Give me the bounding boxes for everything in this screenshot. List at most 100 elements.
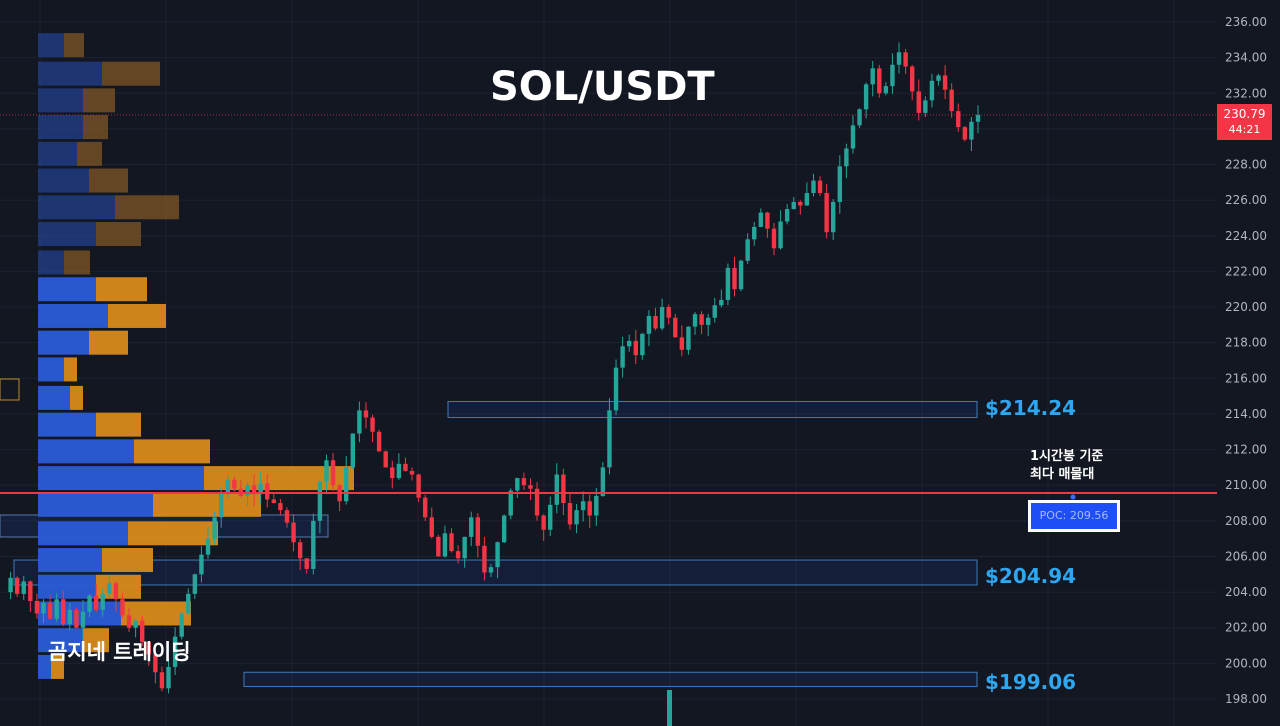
candle-body: [8, 577, 13, 593]
candle-body: [403, 463, 408, 471]
current-price: 230.79: [1223, 107, 1266, 121]
volume-profile-buy: [38, 385, 70, 410]
candle-body: [28, 581, 33, 602]
volume-profile-sell: [153, 492, 261, 517]
candle-body: [528, 485, 533, 489]
candle-body: [956, 111, 961, 128]
volume-profile-sell: [70, 385, 83, 410]
candle-body: [120, 599, 125, 616]
candle-body: [330, 460, 336, 486]
candle-body: [778, 221, 783, 249]
candle-body: [317, 481, 323, 521]
volume-profile-sell: [96, 277, 147, 302]
candle-body: [699, 314, 704, 325]
y-tick-label: 224.00: [1225, 229, 1267, 243]
volume-profile-buy: [38, 412, 96, 437]
y-tick-label: 210.00: [1225, 478, 1267, 492]
volume-profile-buy: [38, 115, 83, 140]
candle-body: [422, 497, 428, 518]
candle-body: [126, 615, 132, 628]
candle-body: [429, 517, 434, 537]
candle-body: [877, 68, 882, 94]
volume-profile-sell: [121, 601, 191, 626]
candle-body: [567, 503, 573, 525]
y-tick-label: 226.00: [1225, 193, 1267, 207]
y-tick-label: 220.00: [1225, 300, 1267, 314]
candle-body: [501, 515, 507, 543]
candle-body: [732, 267, 737, 290]
candle-body: [41, 602, 46, 614]
candle-body: [587, 501, 592, 516]
candle-body: [791, 201, 796, 210]
candle-body: [245, 485, 250, 496]
candle-body: [363, 410, 369, 418]
candle-body: [719, 299, 724, 306]
level-label-204: $204.94: [985, 564, 1077, 588]
candle-body: [199, 554, 204, 575]
volume-profile-sell: [83, 115, 108, 140]
volume-profile-sell: [96, 412, 141, 437]
candle-body: [942, 75, 948, 90]
candle-body: [975, 114, 981, 122]
candle-body: [212, 517, 217, 539]
candle-body: [436, 536, 441, 557]
volume-profile-buy: [38, 141, 77, 166]
y-tick-label: 232.00: [1225, 86, 1267, 100]
candle-body: [594, 495, 599, 516]
y-tick-label: 214.00: [1225, 407, 1267, 421]
volume-profile-sell: [96, 222, 141, 247]
volume-profile-buy: [38, 466, 204, 491]
candle-body: [752, 226, 757, 240]
volume-profile-buy: [38, 628, 83, 653]
candle-body: [74, 609, 79, 628]
candle-body: [297, 542, 303, 559]
candle-body: [607, 410, 612, 468]
candle-body: [107, 583, 112, 594]
candle-body: [113, 583, 119, 600]
candle-body: [863, 84, 869, 110]
candle-body: [218, 492, 224, 518]
volume-profile-sell: [83, 88, 115, 113]
current-price-tag: 230.79 44:21: [1217, 104, 1272, 140]
candle-body: [923, 100, 928, 113]
candle-body: [186, 593, 191, 614]
candle-body: [613, 367, 619, 411]
candle-body: [890, 64, 895, 87]
candle-body: [469, 517, 474, 537]
candle-body: [903, 52, 908, 67]
candle-body: [495, 542, 500, 568]
candle-body: [659, 307, 665, 329]
candle-body: [67, 609, 73, 625]
poc-annotation-line2: 최다 매물대: [1030, 467, 1095, 482]
candle-body: [100, 593, 105, 610]
candle-body: [600, 467, 606, 496]
candle-body: [929, 80, 935, 101]
candle-body: [725, 267, 731, 300]
candle-body: [61, 599, 66, 625]
candle-body: [21, 581, 26, 594]
y-tick-label: 228.00: [1225, 158, 1267, 172]
volume-profile-sell: [83, 628, 109, 653]
candle-body: [87, 595, 92, 612]
candle-body: [455, 551, 461, 559]
candle-body: [482, 545, 487, 573]
volume-profile-sell: [115, 195, 179, 220]
candle-body: [376, 431, 382, 452]
candle-body: [409, 470, 415, 475]
candle-body: [870, 68, 875, 85]
candle-body: [811, 180, 816, 194]
candle-body: [850, 125, 856, 149]
zone-box: [447, 400, 978, 419]
y-tick-label: 208.00: [1225, 514, 1267, 528]
candle-body: [686, 326, 691, 350]
y-tick-label: 222.00: [1225, 264, 1267, 278]
volume-profile-buy: [38, 222, 96, 247]
y-tick-label: 202.00: [1225, 621, 1267, 635]
candle-body: [172, 636, 178, 667]
candle-body: [962, 127, 968, 140]
volume-profile-sell: [108, 303, 166, 328]
candle-body: [844, 148, 849, 167]
candle-body: [580, 501, 586, 511]
volume-profile-buy: [38, 357, 64, 382]
volume-profile-sell: [51, 654, 64, 679]
